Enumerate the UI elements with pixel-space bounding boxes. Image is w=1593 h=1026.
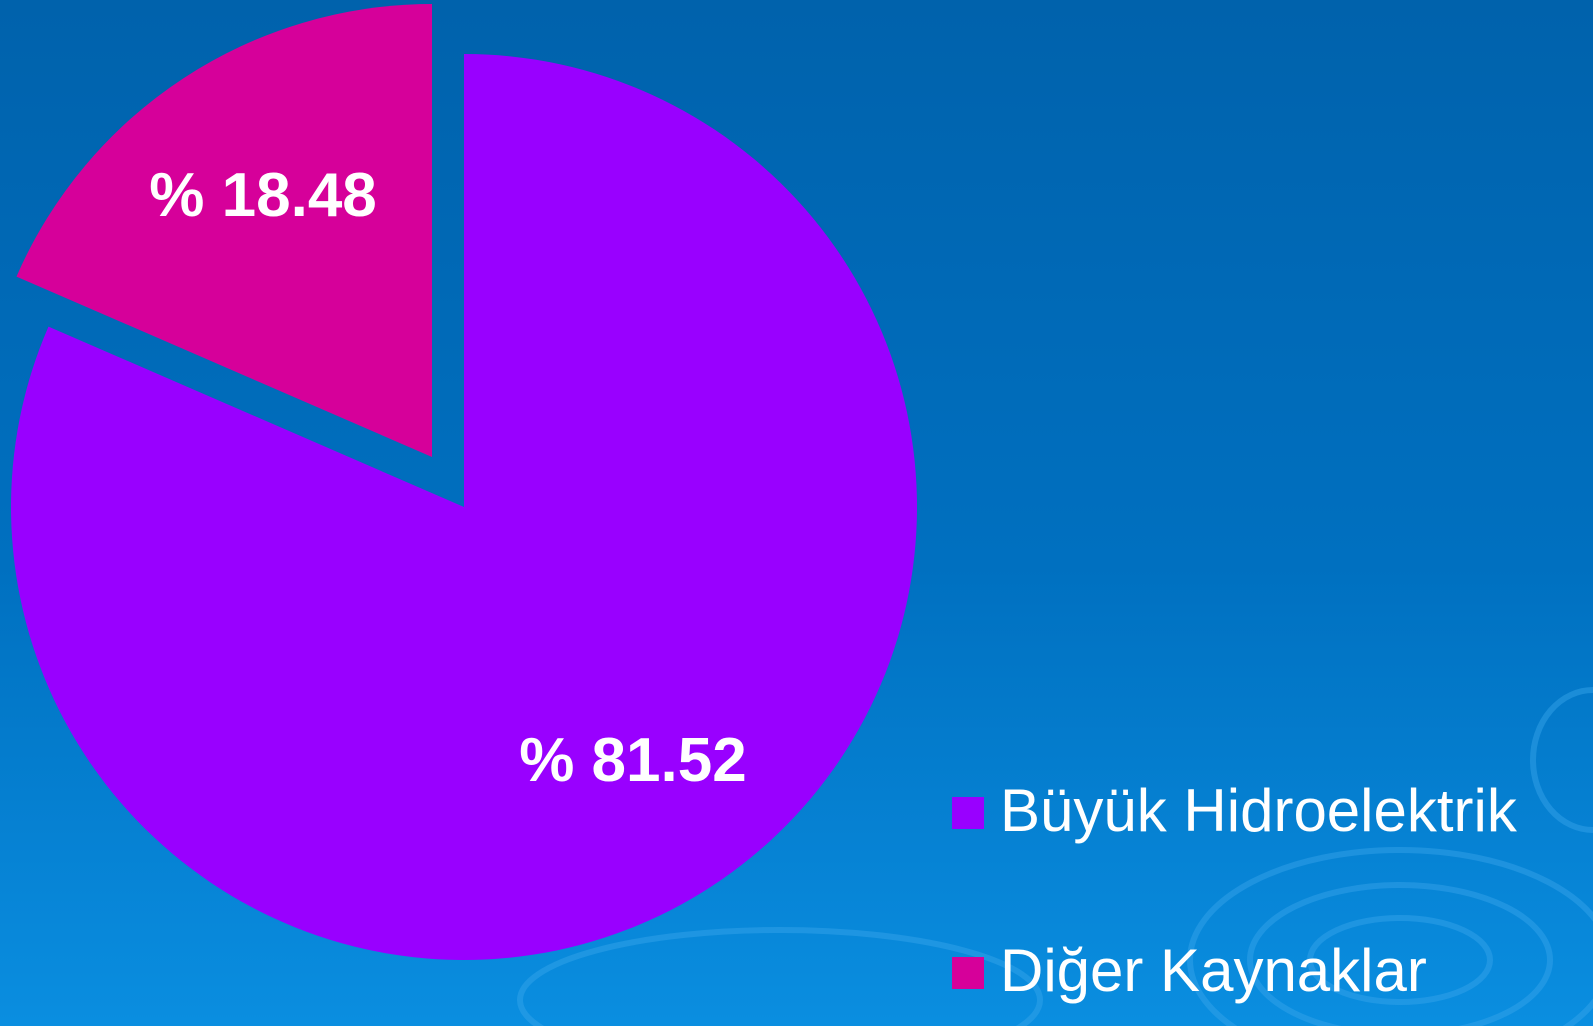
pie-slice <box>16 4 433 457</box>
value-label: % 18.48 <box>149 161 377 230</box>
legend-swatch <box>952 797 984 829</box>
ripples <box>517 687 1593 1026</box>
legend-swatch <box>952 957 984 989</box>
legend-label: Diğer Kaynaklar <box>1000 937 1427 1004</box>
pie-slice <box>11 54 918 961</box>
legend-label: Büyük Hidroelektrik <box>1000 777 1518 844</box>
value-label: % 81.52 <box>519 726 747 795</box>
